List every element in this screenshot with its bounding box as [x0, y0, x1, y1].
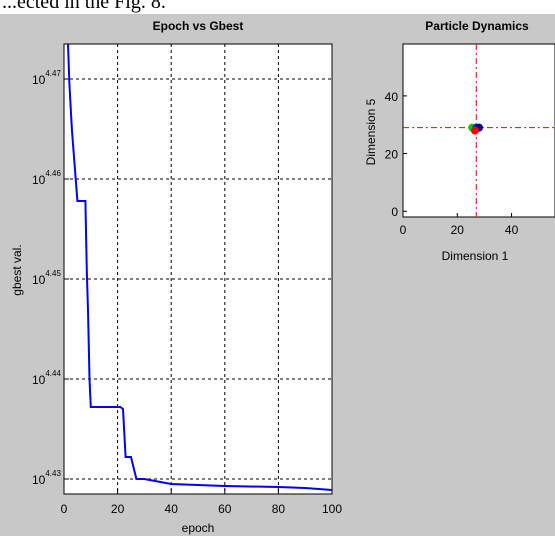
y-axis-label: Dimension 5 — [364, 98, 378, 165]
epoch-vs-gbest-chart: Epoch vs Gbest epoch gbest val. 0 20 40 60 8… — [10, 19, 342, 535]
y-tick-label: 104.43 — [32, 469, 61, 487]
x-tick-label: 40 — [165, 502, 179, 516]
y-tick-label: 104.47 — [32, 69, 61, 87]
ticks: 0 20 40 0 20 40 — [385, 90, 519, 237]
y-tick-label: 104.45 — [32, 269, 61, 287]
figure-caption-text: ...ected in the Fig. 8. — [2, 0, 166, 13]
x-tick-label: 0 — [400, 223, 407, 237]
caption-strip: ...ected in the Fig. 8. — [0, 0, 555, 14]
gbest-series-line — [67, 43, 333, 491]
grid — [64, 44, 332, 494]
y-tick-label: 20 — [385, 148, 399, 162]
x-tick-label: 0 — [61, 502, 68, 516]
chart-title: Epoch vs Gbest — [153, 19, 244, 33]
x-tick-label: 80 — [272, 502, 286, 516]
y-tick-label: 40 — [385, 90, 399, 104]
chart-title: Particle Dynamics — [425, 19, 529, 33]
x-axis-label: epoch — [182, 521, 215, 535]
particle-dynamics-chart: Particle Dynamics Dimension 1 Dimension … — [364, 19, 555, 263]
x-tick-label: 20 — [451, 223, 465, 237]
y-tick-label: 104.46 — [32, 169, 61, 187]
plot-area — [63, 43, 333, 495]
x-tick-label: 20 — [111, 502, 125, 516]
x-tick-label: 40 — [505, 223, 519, 237]
points — [468, 123, 483, 135]
ticks: 0 20 40 60 80 100 104.43 104.44 104.45 104.46 104.… — [32, 69, 342, 516]
x-tick-label: 60 — [218, 502, 232, 516]
y-tick-label: 104.44 — [32, 369, 61, 387]
y-axis-label: gbest val. — [10, 244, 24, 295]
y-tick-label: 0 — [391, 205, 398, 219]
particle-point — [470, 126, 479, 135]
x-tick-label: 100 — [322, 502, 342, 516]
x-axis-label: Dimension 1 — [442, 249, 509, 263]
series — [67, 43, 333, 491]
